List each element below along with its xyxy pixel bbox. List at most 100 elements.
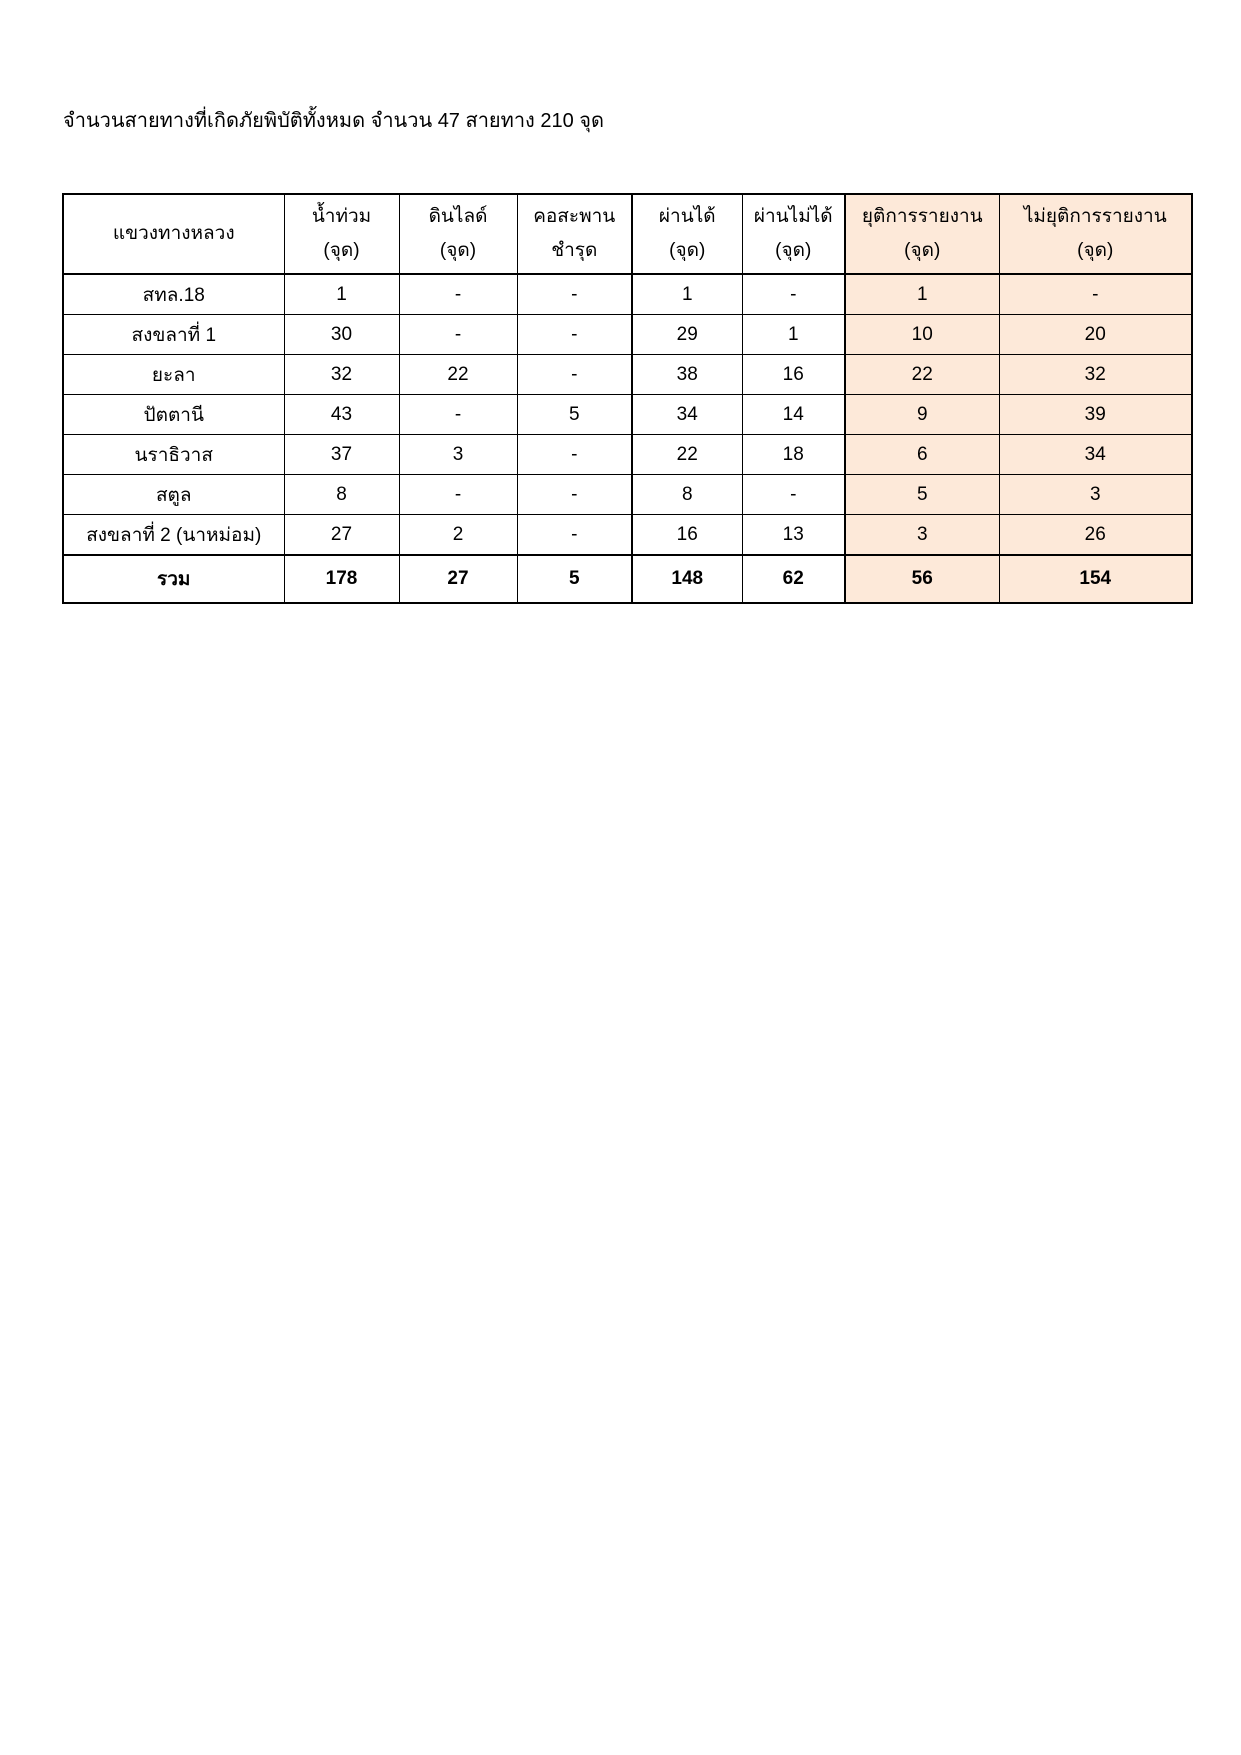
cell-report-ended: 10	[844, 314, 1000, 355]
total-bridge-damage: 5	[516, 554, 633, 604]
row-label: สตูล	[62, 474, 285, 515]
cell-report-ended: 22	[844, 354, 1000, 395]
cell-passable: 22	[631, 434, 743, 475]
header-line1: แขวงทางหลวง	[112, 223, 235, 244]
cell-bridge-damage: -	[516, 514, 633, 556]
table-row: สงขลาที่ 1 30 - - 29 1 10 20	[62, 314, 1193, 355]
cell-report-ended: 5	[844, 474, 1000, 515]
header-line2: (จุด)	[323, 240, 360, 261]
cell-report-ended: 6	[844, 434, 1000, 475]
cell-landslide: -	[398, 314, 518, 355]
cell-impassable: 1	[741, 314, 846, 355]
header-line2: (จุด)	[904, 240, 941, 261]
table-row: นราธิวาส 37 3 - 22 18 6 34	[62, 434, 1193, 475]
cell-impassable: 16	[741, 354, 846, 395]
cell-report-ended: 3	[844, 514, 1000, 556]
cell-landslide: -	[398, 474, 518, 515]
header-line2: ชำรุด	[551, 240, 598, 261]
cell-bridge-damage: -	[516, 354, 633, 395]
header-line1: ยุติการรายงาน	[861, 206, 983, 227]
table-row: ปัตตานี 43 - 5 34 14 9 39	[62, 394, 1193, 435]
cell-impassable: 13	[741, 514, 846, 556]
disaster-report-table-wrap: แขวงทางหลวง น้ำท่วม (จุด) ดินไลด์ (จุด) …	[62, 193, 1193, 604]
total-passable: 148	[631, 554, 743, 604]
cell-passable: 29	[631, 314, 743, 355]
cell-bridge-damage: -	[516, 434, 633, 475]
table-row: สตูล 8 - - 8 - 5 3	[62, 474, 1193, 515]
cell-bridge-damage: -	[516, 474, 633, 515]
table-total-row: รวม 178 27 5 148 62 56 154	[62, 554, 1193, 604]
cell-impassable: 14	[741, 394, 846, 435]
header-line1: ดินไลด์	[428, 206, 488, 227]
row-label: ปัตตานี	[62, 394, 285, 435]
cell-flood: 8	[283, 474, 400, 515]
cell-flood: 43	[283, 394, 400, 435]
table-row: ยะลา 32 22 - 38 16 22 32	[62, 354, 1193, 395]
row-label: ยะลา	[62, 354, 285, 395]
table-body: สทล.18 1 - - 1 - 1 - สงขลาที่ 1 30 - - 2…	[62, 273, 1193, 604]
cell-report-not-ended: 26	[998, 514, 1193, 556]
header-report-ended: ยุติการรายงาน (จุด)	[844, 193, 1000, 275]
table-header: แขวงทางหลวง น้ำท่วม (จุด) ดินไลด์ (จุด) …	[62, 193, 1193, 275]
total-impassable: 62	[741, 554, 846, 604]
header-line2: (จุด)	[669, 240, 706, 261]
cell-impassable: -	[741, 474, 846, 515]
row-label: สทล.18	[62, 273, 285, 315]
header-flood: น้ำท่วม (จุด)	[283, 193, 400, 275]
header-line2: (จุด)	[439, 240, 477, 261]
cell-passable: 1	[631, 273, 743, 315]
cell-report-not-ended: 3	[998, 474, 1193, 515]
header-line2: (จุด)	[1077, 240, 1114, 261]
total-flood: 178	[283, 554, 400, 604]
cell-flood: 27	[283, 514, 400, 556]
cell-bridge-damage: -	[516, 314, 633, 355]
cell-impassable: 18	[741, 434, 846, 475]
table-row: สงขลาที่ 2 (นาหม่อม) 27 2 - 16 13 3 26	[62, 514, 1193, 556]
header-line1: ไม่ยุติการรายงาน	[1023, 206, 1167, 227]
cell-landslide: 22	[398, 354, 518, 395]
cell-landslide: 3	[398, 434, 518, 475]
total-report-not-ended: 154	[998, 554, 1193, 604]
cell-passable: 34	[631, 394, 743, 435]
cell-passable: 8	[631, 474, 743, 515]
header-impassable: ผ่านไม่ได้ (จุด)	[741, 193, 846, 275]
header-bridge-damage: คอสะพาน ชำรุด	[516, 193, 633, 275]
header-line1: ผ่านได้	[658, 206, 716, 227]
header-highway-district: แขวงทางหลวง	[62, 193, 285, 275]
cell-flood: 30	[283, 314, 400, 355]
row-label: สงขลาที่ 1	[62, 314, 285, 355]
cell-flood: 32	[283, 354, 400, 395]
cell-landslide: -	[398, 273, 518, 315]
header-line1: น้ำท่วม	[311, 206, 372, 227]
cell-passable: 38	[631, 354, 743, 395]
total-report-ended: 56	[844, 554, 1000, 604]
cell-landslide: -	[398, 394, 518, 435]
cell-bridge-damage: -	[516, 273, 633, 315]
cell-passable: 16	[631, 514, 743, 556]
header-line2: (จุด)	[775, 240, 812, 261]
cell-flood: 37	[283, 434, 400, 475]
header-row: แขวงทางหลวง น้ำท่วม (จุด) ดินไลด์ (จุด) …	[62, 193, 1193, 275]
cell-bridge-damage: 5	[516, 394, 633, 435]
header-line1: คอสะพาน	[533, 206, 616, 227]
cell-report-ended: 1	[844, 273, 1000, 315]
cell-report-not-ended: 32	[998, 354, 1193, 395]
cell-report-not-ended: 34	[998, 434, 1193, 475]
total-label: รวม	[62, 554, 285, 604]
cell-flood: 1	[283, 273, 400, 315]
header-report-not-ended: ไม่ยุติการรายงาน (จุด)	[998, 193, 1193, 275]
row-label: สงขลาที่ 2 (นาหม่อม)	[62, 514, 285, 556]
cell-report-not-ended: -	[998, 273, 1193, 315]
cell-impassable: -	[741, 273, 846, 315]
total-landslide: 27	[398, 554, 518, 604]
document-title: จำนวนสายทางที่เกิดภัยพิบัติทั้งหมด จำนวน…	[63, 110, 605, 132]
cell-report-not-ended: 39	[998, 394, 1193, 435]
cell-report-not-ended: 20	[998, 314, 1193, 355]
table-row: สทล.18 1 - - 1 - 1 -	[62, 273, 1193, 315]
header-line1: ผ่านไม่ได้	[753, 206, 833, 227]
header-passable: ผ่านได้ (จุด)	[631, 193, 743, 275]
disaster-report-table: แขวงทางหลวง น้ำท่วม (จุด) ดินไลด์ (จุด) …	[62, 193, 1193, 604]
row-label: นราธิวาส	[62, 434, 285, 475]
cell-report-ended: 9	[844, 394, 1000, 435]
